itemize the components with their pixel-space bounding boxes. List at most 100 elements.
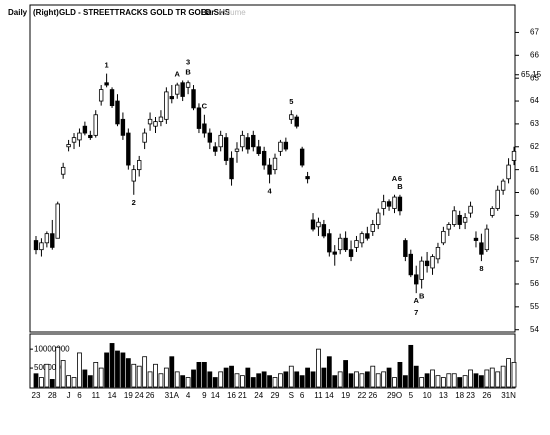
volume-bar bbox=[87, 375, 93, 388]
candle-body bbox=[213, 146, 218, 152]
chart-title: GLD - STREETTRACKS GOLD TR GOLD SHS bbox=[59, 8, 231, 17]
candle-body bbox=[98, 89, 104, 102]
volume-bar bbox=[136, 365, 142, 388]
x-tick-label: J bbox=[67, 391, 71, 400]
annotation: 5 bbox=[289, 97, 293, 106]
candle-body bbox=[506, 164, 511, 180]
volume-bar bbox=[479, 375, 484, 388]
candle-body bbox=[245, 137, 251, 150]
volume-bar bbox=[147, 371, 153, 388]
candle-body bbox=[251, 134, 256, 148]
volume-bar bbox=[33, 373, 39, 388]
volume-bar bbox=[39, 377, 44, 388]
candle-body bbox=[321, 224, 327, 237]
volume-bar bbox=[115, 350, 120, 388]
volume-bar bbox=[272, 377, 278, 388]
candle-body bbox=[131, 169, 136, 182]
annotation: 1 bbox=[105, 61, 109, 70]
volume-bar bbox=[413, 365, 419, 388]
candle-body bbox=[180, 82, 185, 97]
volume-bar bbox=[109, 343, 115, 388]
x-tick-label: 31N bbox=[501, 391, 516, 400]
candle-body bbox=[137, 160, 142, 171]
volume-bar bbox=[440, 377, 446, 388]
volume-bar bbox=[419, 377, 425, 388]
candle-body bbox=[82, 125, 88, 134]
bar-label: Bar bbox=[201, 8, 214, 17]
candle-body bbox=[88, 134, 93, 139]
x-tick-label: 21 bbox=[238, 391, 247, 400]
candle-body bbox=[408, 253, 413, 276]
candle-body bbox=[310, 219, 316, 230]
candle-body bbox=[452, 210, 457, 225]
volume-bar bbox=[484, 369, 490, 388]
volume-bar bbox=[392, 377, 397, 388]
candle-body bbox=[104, 82, 109, 86]
y-tick-label: 66 bbox=[530, 50, 539, 59]
volume-bar bbox=[343, 360, 349, 388]
candle-body bbox=[196, 107, 202, 129]
annotation: B bbox=[397, 182, 403, 191]
x-tick-label: S bbox=[289, 391, 294, 400]
volume-bar bbox=[511, 361, 517, 388]
x-tick-label: 13 bbox=[439, 391, 448, 400]
candle-body bbox=[299, 148, 305, 166]
volume-bar bbox=[397, 361, 403, 388]
annotation: A bbox=[414, 296, 420, 305]
candle-body bbox=[376, 212, 381, 225]
volume-bar bbox=[82, 369, 88, 388]
volume-bar bbox=[506, 358, 511, 388]
x-tick-label: 10 bbox=[423, 391, 432, 400]
x-tick-label: 11 bbox=[92, 391, 101, 400]
x-tick-label: 9 bbox=[202, 391, 207, 400]
volume-bar bbox=[163, 367, 169, 388]
candle-body bbox=[424, 260, 430, 267]
candle-body bbox=[175, 84, 180, 95]
candle-body bbox=[370, 224, 375, 232]
volume-bar bbox=[321, 367, 327, 388]
x-tick-label: 24 bbox=[254, 391, 263, 400]
candle-body bbox=[294, 116, 299, 127]
y-tick-label: 54 bbox=[530, 325, 539, 334]
volume-bar bbox=[299, 375, 305, 388]
candle-body bbox=[147, 118, 153, 125]
volume-bar bbox=[424, 373, 430, 388]
volume-bar bbox=[489, 367, 495, 388]
volume-bar bbox=[305, 367, 310, 388]
x-tick-label: 28 bbox=[48, 391, 57, 400]
y-tick-label: 63 bbox=[530, 119, 539, 128]
candle-body bbox=[109, 89, 115, 107]
x-tick-label: 14 bbox=[108, 391, 117, 400]
annotation: 4 bbox=[267, 186, 272, 195]
candle-body bbox=[164, 91, 169, 120]
x-tick-label: 11 bbox=[314, 391, 323, 400]
volume-bar bbox=[408, 344, 414, 388]
candle-body bbox=[261, 150, 267, 166]
axis-side: (Right) bbox=[33, 8, 59, 17]
volume-bar bbox=[316, 348, 321, 388]
candle-body bbox=[316, 221, 321, 228]
candle-body bbox=[343, 237, 348, 251]
candle-body bbox=[115, 100, 120, 125]
candle-body bbox=[60, 166, 66, 175]
volume-bar bbox=[402, 375, 408, 388]
volume-bar bbox=[229, 365, 234, 388]
x-tick-label: 6 bbox=[300, 391, 305, 400]
volume-bar bbox=[104, 352, 110, 388]
volume-bar bbox=[196, 361, 202, 388]
candle-body bbox=[283, 141, 289, 150]
candle-body bbox=[207, 132, 213, 143]
volume-bar bbox=[142, 356, 148, 388]
volume-bar bbox=[55, 346, 61, 388]
annotation: 7 bbox=[414, 308, 418, 317]
candle-body bbox=[33, 240, 39, 251]
candle-body bbox=[55, 203, 60, 239]
x-tick-label: 23 bbox=[466, 391, 475, 400]
y-tick-label: 56 bbox=[530, 279, 539, 288]
volume-bar bbox=[49, 379, 55, 388]
candle-body bbox=[229, 157, 234, 180]
annotation: B bbox=[419, 292, 425, 301]
volume-bar bbox=[93, 361, 99, 388]
x-tick-label: 18 bbox=[455, 391, 464, 400]
